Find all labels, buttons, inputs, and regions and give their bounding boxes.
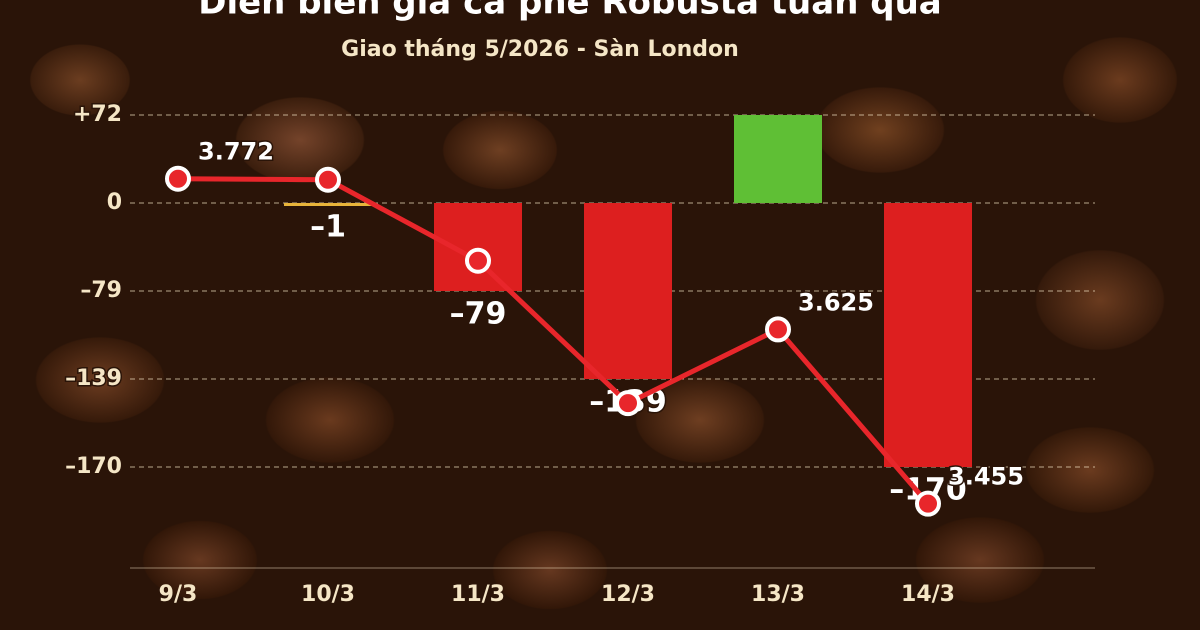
price-point (315, 166, 341, 193)
value-label: –79 (450, 297, 507, 332)
bar (434, 203, 522, 291)
price-label: 3.772 (198, 138, 274, 166)
price-label: 3.625 (798, 288, 874, 316)
y-tick-label: –170 (65, 454, 122, 479)
price-label: 3.455 (948, 463, 1024, 491)
price-point (465, 247, 491, 274)
x-tick-label: 11/3 (451, 582, 505, 607)
chart-subtitle: Giao tháng 5/2026 - Sàn London (341, 37, 739, 62)
x-tick-label: 10/3 (301, 582, 355, 607)
chart-title: Diễn biến giá cà phê Robusta tuần qua (198, 0, 942, 23)
price-point (615, 390, 641, 417)
y-tick-label: –79 (80, 278, 122, 303)
x-tick-label: 9/3 (159, 582, 198, 607)
price-line (177, 176, 930, 506)
price-point (915, 490, 941, 517)
bar (284, 203, 372, 206)
price-point (165, 165, 191, 192)
bar (584, 203, 672, 379)
bar (734, 115, 822, 203)
x-tick-label: 12/3 (601, 582, 655, 607)
x-tick-label: 13/3 (751, 582, 805, 607)
y-tick-label: +72 (73, 102, 122, 127)
bar (884, 203, 972, 467)
price-point (765, 316, 791, 343)
value-label: –1 (310, 210, 346, 245)
y-tick-label: 0 (107, 190, 122, 215)
x-tick-label: 14/3 (901, 582, 955, 607)
y-tick-label: –139 (65, 366, 122, 391)
